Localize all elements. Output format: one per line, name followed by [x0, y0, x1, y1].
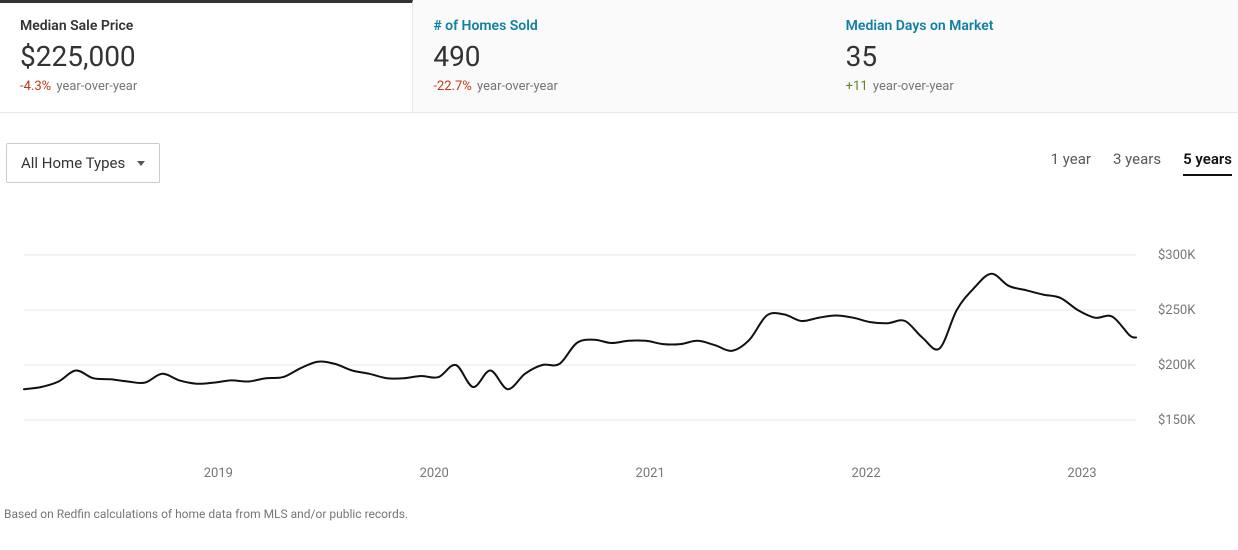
- change-percent: +11: [846, 79, 868, 94]
- change-label: year-over-year: [56, 79, 137, 94]
- svg-text:2022: 2022: [851, 466, 880, 481]
- range-tab-1year[interactable]: 1 year: [1051, 150, 1091, 176]
- tab-value: 35: [846, 40, 1218, 73]
- svg-text:$150K: $150K: [1158, 413, 1196, 428]
- tab-homes-sold[interactable]: # of Homes Sold 490 -22.7% year-over-yea…: [413, 0, 825, 112]
- svg-text:$300K: $300K: [1158, 248, 1196, 263]
- svg-text:2019: 2019: [204, 466, 233, 481]
- chart-svg: $150K $200K $250K $300K 2019 2020 2021 2022 2023: [6, 223, 1226, 483]
- tab-title: Median Sale Price: [20, 18, 392, 34]
- change-percent: -22.7%: [433, 79, 471, 94]
- change-label: year-over-year: [477, 79, 558, 94]
- tab-title: # of Homes Sold: [433, 18, 805, 34]
- range-tab-3years[interactable]: 3 years: [1113, 150, 1161, 176]
- svg-text:2023: 2023: [1067, 466, 1096, 481]
- tab-change: -22.7% year-over-year: [433, 79, 805, 94]
- metric-tabs: Median Sale Price $225,000 -4.3% year-ov…: [0, 0, 1238, 113]
- tab-median-sale-price[interactable]: Median Sale Price $225,000 -4.3% year-ov…: [0, 0, 413, 112]
- tab-change: +11 year-over-year: [846, 79, 1218, 94]
- dropdown-selected: All Home Types: [21, 154, 125, 172]
- range-tab-5years[interactable]: 5 years: [1183, 150, 1232, 176]
- chevron-down-icon: [137, 161, 145, 166]
- tab-value: $225,000: [20, 40, 392, 73]
- chart-controls: All Home Types 1 year 3 years 5 years: [0, 113, 1238, 193]
- home-type-dropdown[interactable]: All Home Types: [6, 143, 160, 183]
- change-label: year-over-year: [873, 79, 954, 94]
- tab-title: Median Days on Market: [846, 18, 1218, 34]
- time-range-tabs: 1 year 3 years 5 years: [1051, 150, 1232, 176]
- tab-change: -4.3% year-over-year: [20, 79, 392, 94]
- tab-value: 490: [433, 40, 805, 73]
- svg-text:2020: 2020: [420, 466, 449, 481]
- tab-days-on-market[interactable]: Median Days on Market 35 +11 year-over-y…: [826, 0, 1238, 112]
- footnote: Based on Redfin calculations of home dat…: [0, 487, 1238, 531]
- price-chart: $150K $200K $250K $300K 2019 2020 2021 2022 2023: [0, 193, 1238, 487]
- change-percent: -4.3%: [20, 79, 51, 94]
- svg-text:$200K: $200K: [1158, 358, 1196, 373]
- svg-text:$250K: $250K: [1158, 303, 1196, 318]
- svg-text:2021: 2021: [636, 466, 665, 481]
